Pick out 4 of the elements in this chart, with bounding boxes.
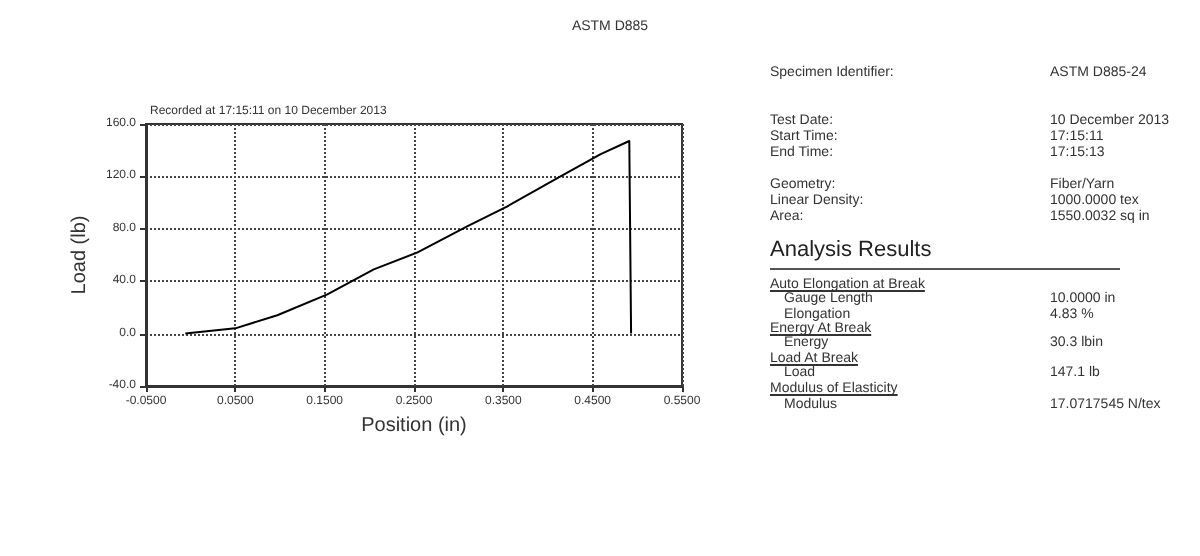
x-axis-title: Position (in) bbox=[361, 415, 467, 437]
line-series bbox=[184, 140, 633, 335]
y-axis-title: Load (lb) bbox=[69, 215, 91, 295]
text: Analysis Results bbox=[770, 238, 932, 262]
